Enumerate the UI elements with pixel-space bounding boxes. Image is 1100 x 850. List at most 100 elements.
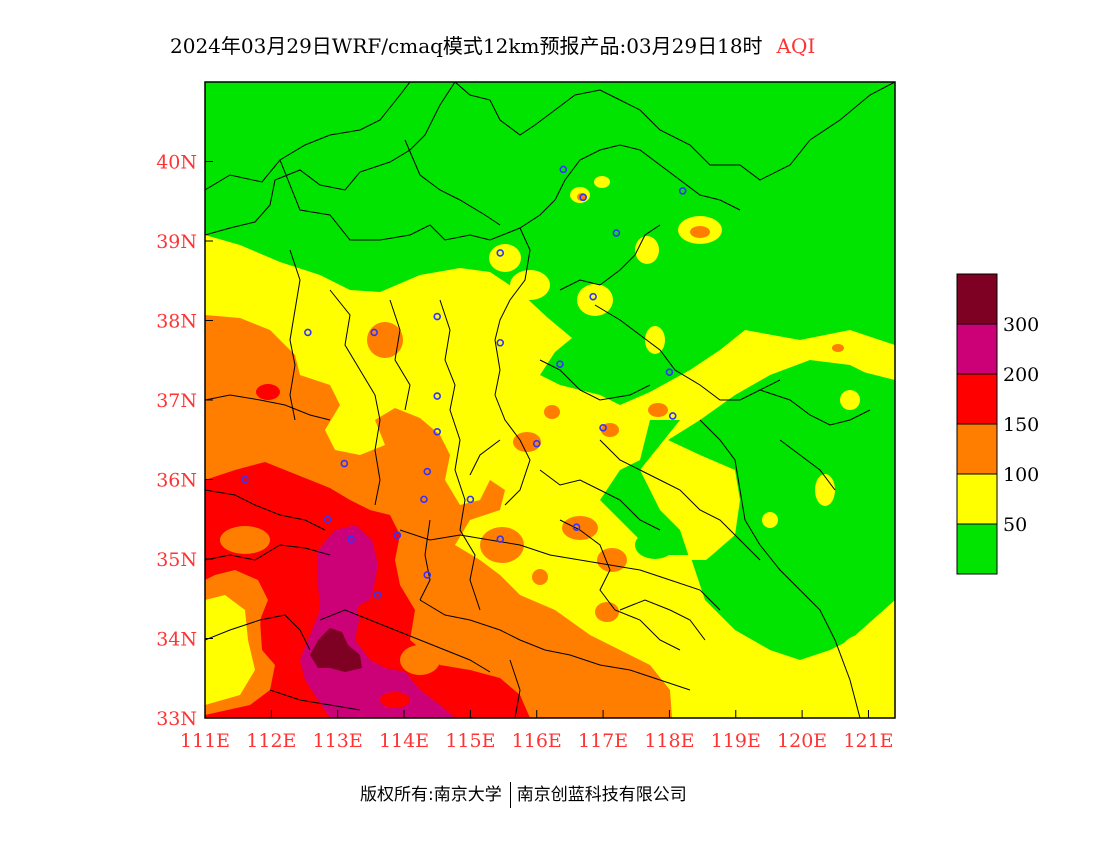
station-marker	[423, 571, 432, 579]
aqi-unhealthy-spot	[380, 692, 410, 708]
station-marker	[423, 467, 432, 476]
aqi-moderate-inner	[205, 595, 255, 705]
station-marker	[370, 328, 378, 337]
legend-label: 150	[1003, 414, 1039, 436]
aqi-spot	[762, 512, 778, 528]
aqi-usg-inner	[220, 526, 270, 554]
lon-tick-label: 117E	[578, 730, 628, 752]
station-marker	[556, 360, 564, 369]
station-marker	[241, 475, 249, 484]
station-markers	[241, 165, 687, 599]
station-marker	[678, 187, 687, 195]
aqi-spot	[815, 474, 835, 506]
aqi-spot	[594, 176, 610, 188]
station-marker	[579, 193, 587, 202]
lon-tick-label: 111E	[180, 730, 230, 752]
lat-tick-label: 39N	[156, 231, 197, 253]
station-marker	[612, 229, 621, 237]
station-marker	[599, 424, 607, 432]
lat-tick-label: 33N	[156, 708, 197, 730]
station-marker	[323, 515, 332, 524]
aqi-usg-spot	[532, 569, 548, 585]
station-marker	[347, 535, 355, 543]
station-marker	[532, 439, 541, 448]
station-marker	[340, 459, 349, 468]
aqi-good-patch	[635, 531, 675, 559]
legend-label: 200	[1003, 364, 1039, 386]
lat-tick-label: 35N	[156, 549, 197, 571]
legend-label: 300	[1003, 314, 1039, 336]
aqi-usg-spot	[597, 548, 627, 572]
station-marker	[433, 312, 442, 321]
aqi-field	[205, 82, 895, 718]
lat-tick-label: 38N	[156, 311, 197, 333]
lon-tick-label: 115E	[445, 730, 495, 752]
station-marker	[373, 590, 382, 599]
lon-tick-label: 114E	[379, 730, 429, 752]
lon-tick-label: 121E	[843, 730, 893, 752]
lat-tick-label: 34N	[156, 629, 197, 651]
lon-tick-label: 112E	[246, 730, 296, 752]
aqi-hazardous-area	[310, 628, 362, 672]
lon-tick-label: 116E	[512, 730, 562, 752]
legend-label: 50	[1003, 514, 1027, 536]
legend-swatch	[956, 523, 998, 575]
station-marker	[572, 523, 581, 532]
lat-tick-label: 40N	[156, 152, 197, 174]
lon-tick-label: 119E	[711, 730, 761, 752]
legend-swatch	[956, 373, 998, 425]
aqi-spot	[510, 270, 550, 300]
station-marker	[420, 495, 428, 504]
station-marker	[433, 427, 442, 436]
map-axes: 111E 112E 113E 114E 115E 116E 117E 118E 119E 120E…	[156, 152, 893, 753]
aqi-usg-spot	[648, 403, 668, 417]
lat-tick-label: 36N	[156, 470, 197, 492]
station-marker	[496, 535, 505, 543]
legend-swatch	[956, 273, 998, 325]
title-variable: AQI	[776, 34, 816, 58]
lon-tick-label: 118E	[644, 730, 694, 752]
footer-separator	[509, 782, 511, 808]
station-marker	[496, 249, 505, 257]
station-marker	[589, 292, 597, 301]
aqi-usg-spot	[367, 322, 403, 358]
aqi-usg-inner	[400, 645, 440, 675]
aqi-usg-spot	[595, 602, 619, 622]
footer: 版权所有:南京大学 南京创蓝科技有限公司	[360, 780, 687, 808]
station-marker	[304, 328, 312, 337]
station-marker	[393, 531, 402, 539]
aqi-usg-spot	[513, 432, 541, 452]
station-marker	[433, 392, 442, 400]
aqi-spot	[577, 284, 613, 316]
aqi-usg-spot	[832, 344, 844, 352]
aqi-spot	[645, 326, 665, 354]
station-marker	[665, 368, 674, 376]
station-marker	[668, 412, 677, 420]
legend-swatch	[956, 423, 998, 475]
station-marker	[559, 165, 568, 174]
lon-tick-label: 113E	[313, 730, 363, 752]
legend-swatch	[956, 473, 998, 525]
station-marker	[496, 338, 505, 347]
admin-borders	[205, 82, 895, 718]
company-text: 南京创蓝科技有限公司	[516, 785, 687, 805]
title-text: 2024年03月29日WRF/cmaq模式12km预报产品:03月29日18时	[170, 34, 763, 58]
copyright-text: 版权所有:南京大学	[360, 785, 502, 805]
aqi-spot	[840, 390, 860, 410]
lat-tick-label: 37N	[156, 390, 197, 412]
aqi-usg-spot	[690, 226, 710, 238]
aqi-spot	[635, 236, 659, 264]
aqi-spot	[835, 635, 885, 705]
aqi-good-coast	[668, 360, 895, 655]
aqi-unhealthy-spot	[256, 384, 280, 400]
aqi-usg-spot	[480, 527, 524, 563]
map-title: 2024年03月29日WRF/cmaq模式12km预报产品:03月29日18时 A…	[170, 30, 815, 59]
aqi-usg-spot	[544, 405, 560, 419]
aqi-legend: 300 200 150 100 50	[956, 273, 1039, 575]
lon-tick-label: 120E	[777, 730, 827, 752]
legend-swatch	[956, 323, 998, 375]
aqi-spot	[489, 244, 521, 272]
station-marker	[466, 495, 475, 504]
